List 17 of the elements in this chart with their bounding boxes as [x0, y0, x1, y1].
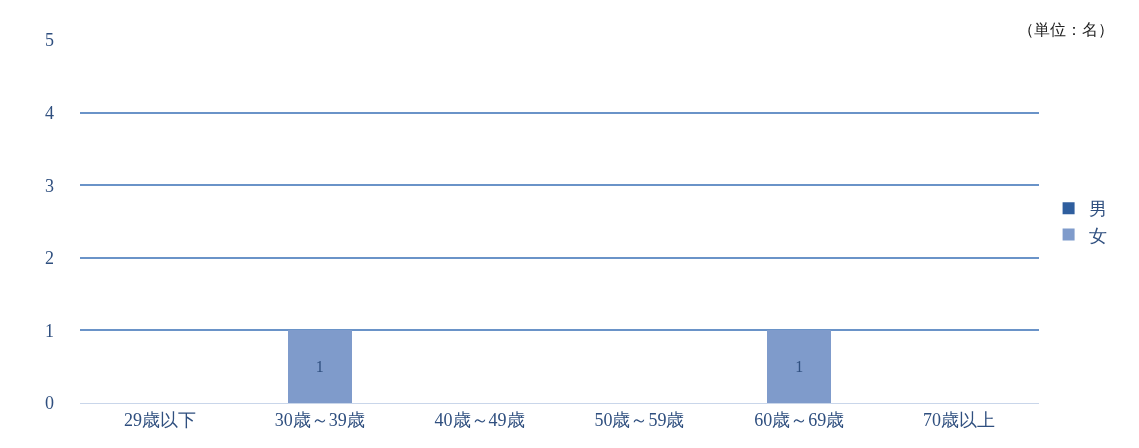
y-tick-label: 0 [45, 393, 54, 414]
x-tick-label: 70歳以上 [923, 409, 996, 430]
y-tick-label: 5 [45, 30, 54, 51]
x-tick-label: 29歳以下 [123, 409, 196, 430]
x-tick-label: 50歳～59歳 [594, 409, 685, 430]
text: （単位：名） [1018, 21, 1114, 38]
data-label: 1 [315, 358, 324, 376]
y-tick-label: 2 [45, 248, 54, 269]
y-tick-label: 3 [45, 175, 54, 196]
legend-label: 男 [1088, 199, 1107, 220]
y-tick-label: 1 [45, 320, 54, 341]
x-tick-label: 40歳～49歳 [434, 409, 525, 430]
x-tick-label: 30歳～39歳 [274, 409, 365, 430]
data-label: 1 [795, 358, 804, 376]
legend-label: 女 [1088, 225, 1107, 246]
x-tick-label: 60歳～69歳 [754, 409, 845, 430]
y-tick-label: 4 [45, 102, 54, 123]
